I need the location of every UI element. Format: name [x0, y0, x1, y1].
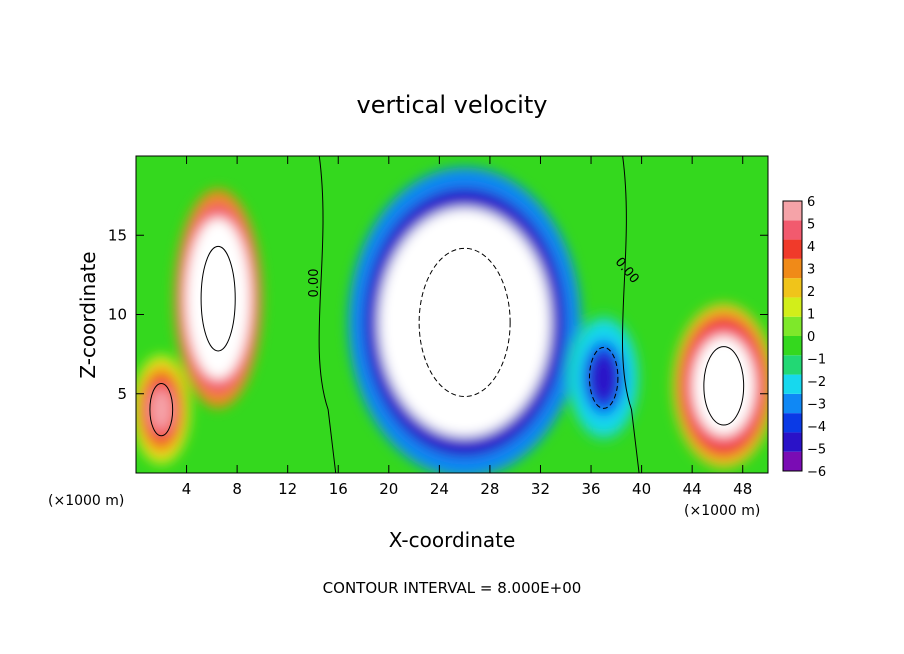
zero-contour	[318, 156, 337, 473]
field-band	[592, 358, 615, 398]
contour-label-left: 0.00	[307, 269, 322, 298]
core-contour	[703, 346, 745, 426]
colorbar-swatch	[783, 316, 802, 336]
colorbar-swatch	[783, 413, 802, 433]
field-band	[429, 275, 501, 370]
colorbar-frame	[782, 200, 803, 472]
updraft-cell	[672, 303, 768, 468]
colorbar-tick-label: 2	[807, 285, 815, 300]
colorbar-swatch	[783, 374, 802, 394]
plot-area	[136, 156, 768, 473]
contour-interval-note: CONTOUR INTERVAL = 8.000E+00	[323, 579, 582, 597]
colorbar-swatch	[783, 220, 802, 240]
contour-lines	[149, 156, 745, 473]
colorbar-swatch	[783, 393, 802, 414]
y-axis-ticks: 5 10 15	[108, 226, 768, 403]
colorbar-swatch	[783, 278, 802, 298]
x-tick-label: 40	[632, 480, 651, 498]
colorbar-tick-label: −5	[807, 443, 826, 458]
x-units-right: (×1000 m)	[684, 503, 760, 519]
colorbar-swatch	[783, 239, 802, 259]
field-band	[204, 265, 232, 332]
field-band	[708, 360, 740, 411]
colorbar-tick-label: −4	[807, 420, 826, 435]
colorbar-tick-label: 3	[807, 263, 815, 278]
x-tick-label: 20	[379, 480, 398, 498]
chart-title: vertical velocity	[357, 91, 548, 119]
colorbar-swatch	[783, 336, 802, 356]
y-axis-label: Z-coordinate	[76, 251, 100, 378]
core-contour	[200, 245, 236, 352]
y-tick-label: 5	[117, 385, 127, 403]
x-tick-label: 4	[182, 480, 192, 498]
field-band	[152, 392, 171, 427]
x-tick-label: 48	[733, 480, 752, 498]
colorbar-swatch	[783, 258, 802, 279]
x-tick-label: 8	[232, 480, 242, 498]
colorbar-tick-label: −1	[807, 353, 826, 368]
colorbar-swatch	[783, 432, 802, 452]
x-tick-label: 44	[683, 480, 702, 498]
y-tick-label: 10	[108, 306, 127, 324]
colorbar-swatch	[783, 355, 802, 375]
x-tick-label: 28	[480, 480, 499, 498]
velocity-field	[136, 167, 768, 473]
x-axis-ticks: 4 8 12 16 20 24 28 32 36 40 44 48	[182, 156, 752, 498]
x-tick-label: 24	[430, 480, 449, 498]
colorbar-tick-label: −6	[807, 465, 826, 480]
colorbar-tick-label: 0	[807, 330, 815, 345]
x-tick-label: 32	[531, 480, 550, 498]
y-tick-label: 15	[108, 226, 127, 244]
updraft-cell	[136, 354, 191, 465]
core-contour	[418, 247, 511, 398]
x-tick-label: 16	[329, 480, 348, 498]
colorbar-tick-label: −2	[807, 375, 826, 390]
x-tick-label: 12	[278, 480, 297, 498]
colorbar-tick-label: 1	[807, 308, 815, 323]
updraft-cell	[174, 189, 262, 409]
colorbar-tick-label: 5	[807, 218, 815, 233]
x-axis-label: X-coordinate	[389, 528, 516, 552]
colorbar-tick-label: 4	[807, 240, 815, 255]
colorbar-tick-label: 6	[807, 195, 815, 210]
zero-contour	[621, 156, 640, 473]
downdraft-cell	[348, 167, 581, 473]
colorbar-tick-label: −3	[807, 398, 826, 413]
colorbar: 6 5 4 3 2 1 0 −1 −2 −3 −4 −5 −6	[782, 195, 826, 480]
colorbar-swatch	[783, 297, 802, 317]
colorbar-swatch	[783, 201, 802, 221]
core-contour	[588, 346, 619, 409]
x-tick-label: 36	[581, 480, 600, 498]
downdraft-cell	[567, 314, 641, 442]
core-contour	[149, 382, 174, 437]
x-units-left: (×1000 m)	[48, 493, 124, 509]
colorbar-swatch	[783, 451, 802, 471]
